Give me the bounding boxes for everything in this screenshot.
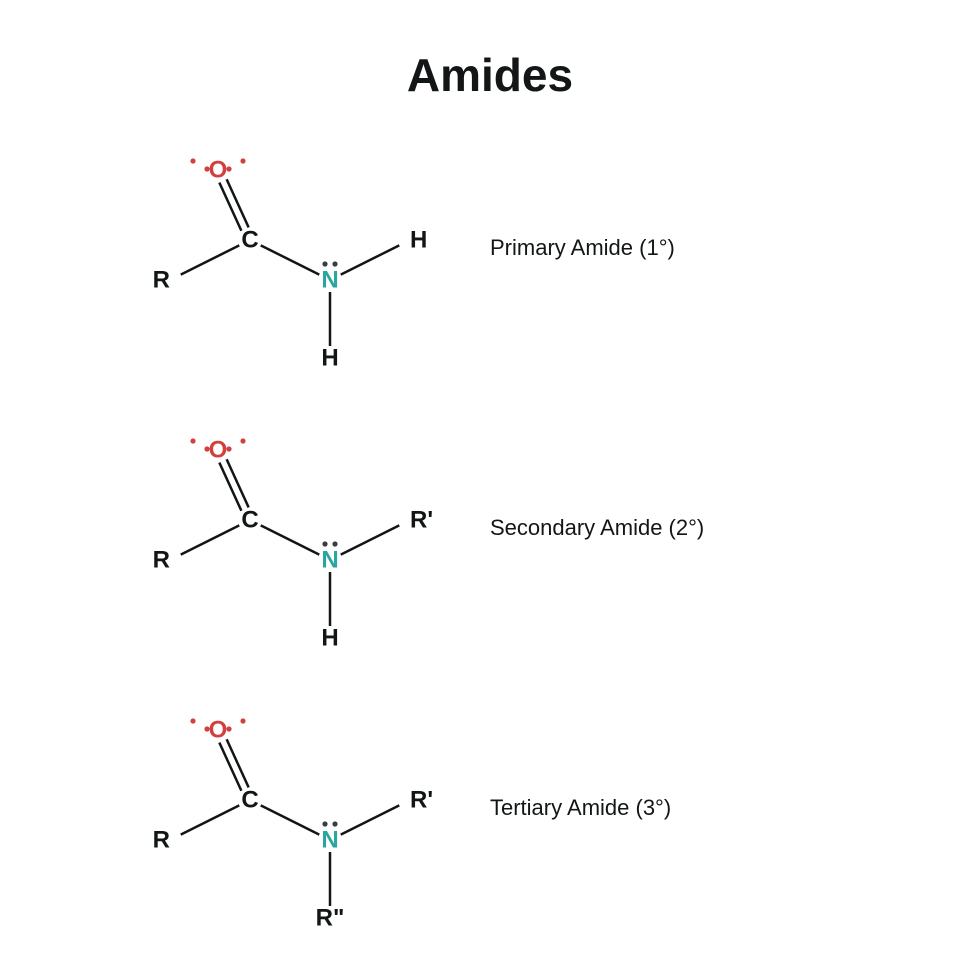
atom-oxygen: O xyxy=(209,717,228,744)
caption-secondary: Secondary Amide (2°) xyxy=(490,515,704,541)
page: Amides O C N R H H Primary Amide (1°) O C N R R' H Se… xyxy=(0,0,980,980)
caption-primary: Primary Amide (1°) xyxy=(490,235,675,261)
atom-r-bottom: R" xyxy=(316,905,345,932)
atom-nitrogen: N xyxy=(321,547,338,574)
atom-r-bottom: H xyxy=(321,345,338,372)
atom-carbon: C xyxy=(241,507,258,534)
atom-oxygen: O xyxy=(209,437,228,464)
atom-r-prime: H xyxy=(410,227,427,254)
atom-nitrogen: N xyxy=(321,267,338,294)
molecule-primary: O C N R H H xyxy=(130,140,460,385)
atom-r: R xyxy=(153,547,170,574)
atom-r-prime: R' xyxy=(410,787,433,814)
molecule-tertiary: O C N R R' R" xyxy=(130,700,460,945)
atom-r: R xyxy=(153,827,170,854)
atom-carbon: C xyxy=(241,227,258,254)
atom-r-prime: R' xyxy=(410,507,433,534)
molecule-secondary: O C N R R' H xyxy=(130,420,460,665)
atom-r-bottom: H xyxy=(321,625,338,652)
atom-carbon: C xyxy=(241,787,258,814)
atom-r: R xyxy=(153,267,170,294)
caption-tertiary: Tertiary Amide (3°) xyxy=(490,795,671,821)
page-title: Amides xyxy=(0,48,980,102)
atom-oxygen: O xyxy=(209,157,228,184)
atom-nitrogen: N xyxy=(321,827,338,854)
